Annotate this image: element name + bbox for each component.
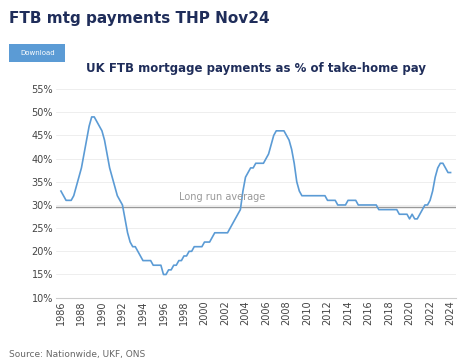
Text: Long run average: Long run average [179, 192, 265, 202]
Text: Download: Download [20, 50, 54, 56]
Text: FTB mtg payments THP Nov24: FTB mtg payments THP Nov24 [9, 11, 270, 26]
Title: UK FTB mortgage payments as % of take-home pay: UK FTB mortgage payments as % of take-ho… [86, 61, 426, 74]
Text: Source: Nationwide, UKF, ONS: Source: Nationwide, UKF, ONS [9, 350, 146, 359]
